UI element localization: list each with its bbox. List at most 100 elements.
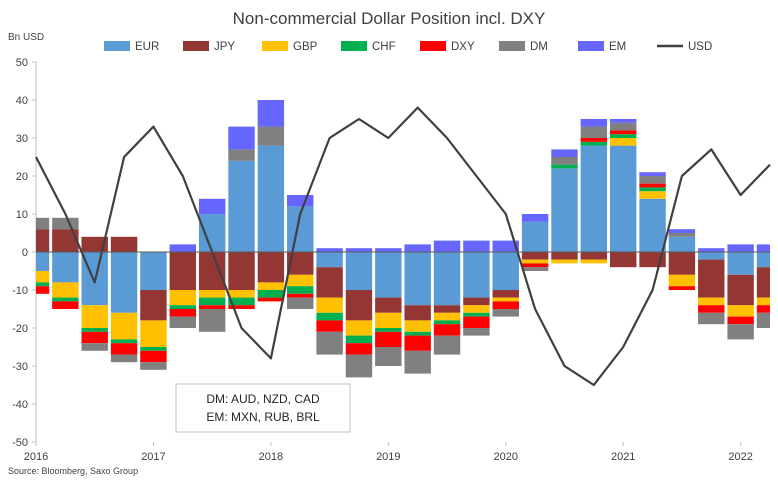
bar-segment-em xyxy=(492,240,519,252)
bar-segment-jpy xyxy=(36,229,50,252)
bar-segment-jpy xyxy=(140,290,167,321)
bar-segment-gbp xyxy=(609,138,637,146)
bar-segment-chf xyxy=(140,347,167,351)
bar-segment-em xyxy=(287,195,314,207)
x-tick-label: 2022 xyxy=(728,451,752,463)
bar-segment-dm xyxy=(345,354,373,378)
bar-segment-gbp xyxy=(580,259,608,264)
bar-segment-dm xyxy=(433,335,461,355)
bar-segment-jpy xyxy=(551,252,578,260)
x-axis-ticks: 2016 2017 2018 2019 2020 2021 2022 xyxy=(24,442,753,463)
bar-segment-jpy xyxy=(316,267,343,298)
bar-segment-eur xyxy=(698,252,725,260)
bar-segment-gbp xyxy=(36,271,50,283)
bar-segment-gbp xyxy=(551,259,578,264)
bar-segment-gbp xyxy=(287,274,314,287)
bar-segment-gbp xyxy=(375,312,402,328)
y-tick-label: -40 xyxy=(12,399,28,411)
x-tick-label: 2016 xyxy=(24,451,48,463)
bar-segment-dm xyxy=(727,324,754,340)
bar-segment-dm xyxy=(140,362,167,370)
bar-segment-gbp xyxy=(228,290,255,298)
bar-segment-em xyxy=(609,119,637,123)
legend-swatch xyxy=(341,41,367,51)
bar-segment-em xyxy=(727,244,754,252)
bar-segment-dxy xyxy=(52,301,79,309)
y-axis-unit-label: Bn USD xyxy=(8,32,44,43)
bar-segment-gbp xyxy=(52,282,79,298)
y-tick-label: 10 xyxy=(16,209,28,221)
bar-segment-eur xyxy=(36,252,50,271)
legend-label: CHF xyxy=(372,41,396,53)
bar-segment-dxy xyxy=(110,343,138,355)
note-line-dm: DM: AUD, NZD, CAD xyxy=(206,392,320,406)
bar-segment-eur xyxy=(316,252,343,268)
bar-segment-dm xyxy=(404,350,431,374)
bar-segment-em xyxy=(668,229,696,233)
legend-swatch xyxy=(578,41,604,51)
bar-segment-dxy xyxy=(169,309,197,317)
bar-segment-em xyxy=(756,244,770,252)
bar-segment-dxy xyxy=(228,305,255,309)
bar-segment-jpy xyxy=(609,252,637,268)
x-tick-label: 2019 xyxy=(376,451,400,463)
bar-segment-gbp xyxy=(110,312,138,340)
y-tick-label: 30 xyxy=(16,133,28,145)
x-tick-label: 2017 xyxy=(141,451,165,463)
note-box: DM: AUD, NZD, CAD EM: MXN, RUB, BRL xyxy=(175,383,351,433)
bar-segment-eur xyxy=(639,198,666,252)
bar-segment-gbp xyxy=(756,297,770,306)
bar-segment-jpy xyxy=(345,290,373,321)
bar-segment-gbp xyxy=(668,274,696,287)
bar-segment-dxy xyxy=(316,320,343,332)
bar-segment-dxy xyxy=(639,183,666,188)
bar-segment-chf xyxy=(551,164,578,169)
bar-segment-em xyxy=(404,244,431,252)
bar-segment-dxy xyxy=(404,335,431,351)
bar-segment-eur xyxy=(756,252,770,268)
x-tick-label: 2021 xyxy=(611,451,635,463)
bar-segment-dm xyxy=(228,149,255,161)
bar-segment-gbp xyxy=(463,305,490,313)
legend-swatch xyxy=(183,41,209,51)
bar-segment-jpy xyxy=(198,252,226,290)
legend-swatch xyxy=(499,41,525,51)
legend-item-dxy: DXY xyxy=(420,41,475,53)
bar-segment-jpy xyxy=(81,236,108,252)
bar-segment-dxy xyxy=(580,138,608,142)
bar-segment-dm xyxy=(698,312,725,325)
bar-segment-gbp xyxy=(639,191,666,199)
bar-segment-chf xyxy=(580,141,608,146)
bar-segment-dxy xyxy=(698,305,725,313)
bar-segment-dxy xyxy=(756,305,770,313)
bar-segment-chf xyxy=(316,312,343,321)
bar-segment-eur xyxy=(257,145,285,252)
bar-segment-dm xyxy=(52,217,79,230)
bar-segment-chf xyxy=(110,339,138,344)
bar-segment-eur xyxy=(433,252,461,306)
legend-label: EUR xyxy=(135,41,159,53)
bar-segment-eur xyxy=(140,252,167,290)
bar-segment-gbp xyxy=(698,297,725,306)
bar-segment-dxy xyxy=(198,305,226,309)
legend-label: JPY xyxy=(214,41,235,53)
bar-segment-chf xyxy=(287,286,314,294)
bar-segment-gbp xyxy=(257,282,285,290)
bar-segment-jpy xyxy=(404,305,431,321)
bar-segment-jpy xyxy=(698,259,725,298)
y-tick-label: 40 xyxy=(16,95,28,107)
bar-segment-dm xyxy=(375,347,402,366)
legend-swatch xyxy=(262,41,288,51)
y-tick-label: 0 xyxy=(22,247,28,259)
chart-title: Non-commercial Dollar Position incl. DXY xyxy=(233,9,546,28)
bar-segment-chf xyxy=(463,312,490,317)
bar-segment-dm xyxy=(287,297,314,309)
bar-segment-dxy xyxy=(257,297,285,302)
bar-segment-jpy xyxy=(463,297,490,306)
note-line-em: EM: MXN, RUB, BRL xyxy=(206,410,320,424)
bar-segment-em xyxy=(463,240,490,252)
bar-segment-jpy xyxy=(492,290,519,298)
bar-segment-eur xyxy=(492,252,519,290)
bar-segment-chf xyxy=(345,335,373,344)
bar-segment-em xyxy=(433,240,461,252)
